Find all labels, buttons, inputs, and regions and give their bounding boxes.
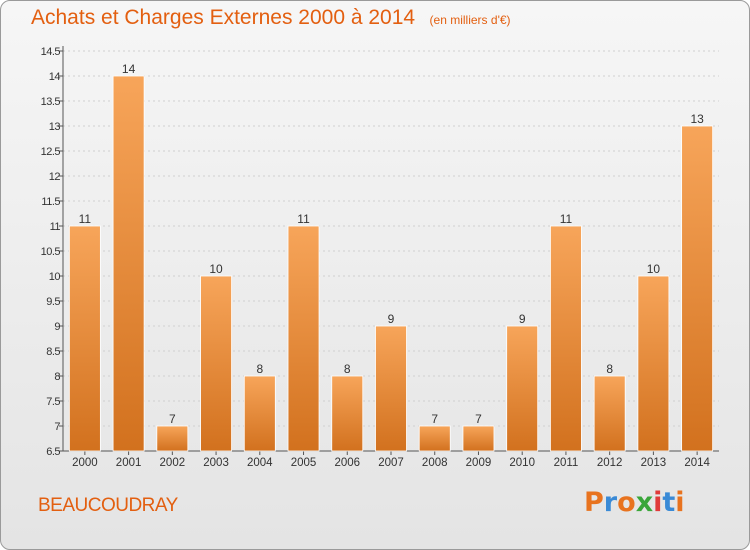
proxiti-logo[interactable]: Proxiti xyxy=(584,487,685,518)
x-tick-label: 2014 xyxy=(684,457,710,469)
y-tick-label: 7.5 xyxy=(46,396,60,408)
data-label: 9 xyxy=(388,312,395,326)
x-tick-label: 2005 xyxy=(291,457,317,469)
bar xyxy=(331,375,364,452)
x-tick-label: 2008 xyxy=(422,457,448,469)
bar xyxy=(637,275,670,452)
y-tick-label: 11 xyxy=(50,221,61,233)
logo-letter: r xyxy=(603,487,618,518)
logo-letter: P xyxy=(584,487,604,518)
bars xyxy=(68,75,714,452)
x-tick-label: 2011 xyxy=(554,457,579,469)
logo-letter: i xyxy=(653,487,663,518)
data-label: 7 xyxy=(169,412,176,426)
chart-title: Achats et Charges Externes 2000 à 2014 xyxy=(31,6,416,29)
x-tick-label: 2001 xyxy=(116,457,142,469)
y-tick-label: 12.5 xyxy=(41,146,61,158)
chart-unit: (en milliers d'€) xyxy=(429,13,511,27)
bar xyxy=(243,375,276,452)
x-axis-labels: 2000 2001 2002 2003 2004 2005 2006 2007 2008 2009… xyxy=(72,457,710,469)
bar xyxy=(593,375,626,452)
y-tick-label: 8 xyxy=(54,371,60,383)
bar xyxy=(112,75,145,452)
bar xyxy=(462,425,495,452)
y-tick-label: 8.5 xyxy=(46,346,60,358)
x-tick-label: 2009 xyxy=(466,457,492,469)
y-tick-label: 9 xyxy=(54,321,60,333)
bar xyxy=(287,225,320,452)
bar xyxy=(200,275,232,452)
data-label: 8 xyxy=(256,362,263,376)
logo-letter: t xyxy=(662,487,676,518)
y-tick-label: 10.5 xyxy=(41,246,61,258)
bar xyxy=(156,425,189,452)
bar xyxy=(550,225,582,452)
data-label: 10 xyxy=(209,262,223,276)
y-tick-label: 11.5 xyxy=(41,196,60,208)
y-tick-label: 14.5 xyxy=(41,46,61,58)
bar xyxy=(375,325,407,452)
y-tick-label: 6.5 xyxy=(46,446,60,458)
data-label: 11 xyxy=(560,212,573,226)
y-tick-label: 9.5 xyxy=(46,296,60,308)
y-tick-label: 12 xyxy=(49,171,61,183)
x-tick-label: 2003 xyxy=(203,457,229,469)
x-tick-label: 2004 xyxy=(247,457,273,469)
data-label: 8 xyxy=(344,362,351,376)
data-label: 8 xyxy=(606,362,613,376)
x-tick-label: 2007 xyxy=(378,457,404,469)
y-tick-label: 13.5 xyxy=(41,96,61,108)
x-tick-label: 2013 xyxy=(641,457,667,469)
x-tick-label: 2000 xyxy=(72,457,98,469)
y-axis-labels: 6.5 7 7.5 8 8.5 9 9.5 10 10.5 11 11.5 12 12.5 13 13.5 1… xyxy=(41,46,61,458)
y-tick-label: 7 xyxy=(54,421,60,433)
chart-title-block: Achats et Charges Externes 2000 à 2014 (… xyxy=(31,6,511,30)
y-tick-label: 10 xyxy=(49,271,61,283)
x-tick-label: 2012 xyxy=(597,457,623,469)
x-tick-label: 2002 xyxy=(160,457,186,469)
bar xyxy=(681,125,714,452)
data-label: 10 xyxy=(647,262,661,276)
bar xyxy=(418,425,451,452)
logo-letter: o xyxy=(617,487,636,518)
bar xyxy=(68,225,101,452)
x-tick-label: 2006 xyxy=(334,457,360,469)
data-label: 13 xyxy=(690,112,704,126)
data-label: 11 xyxy=(297,212,310,226)
y-tick-label: 13 xyxy=(49,121,61,133)
data-label: 7 xyxy=(431,412,438,426)
y-tick-label: 14 xyxy=(49,71,61,83)
data-label: 14 xyxy=(122,62,136,76)
commune-name: BEAUCOUDRAY xyxy=(38,495,178,516)
data-label: 7 xyxy=(475,412,482,426)
data-labels: 11 14 7 10 8 11 8 9 7 7 9 11 8 10 13 xyxy=(79,62,704,426)
x-tick-label: 2010 xyxy=(509,457,535,469)
data-label: 9 xyxy=(519,312,526,326)
logo-letter: x xyxy=(635,487,654,518)
logo-letter: i xyxy=(675,487,685,518)
bar xyxy=(506,325,539,452)
data-label: 11 xyxy=(79,212,92,226)
